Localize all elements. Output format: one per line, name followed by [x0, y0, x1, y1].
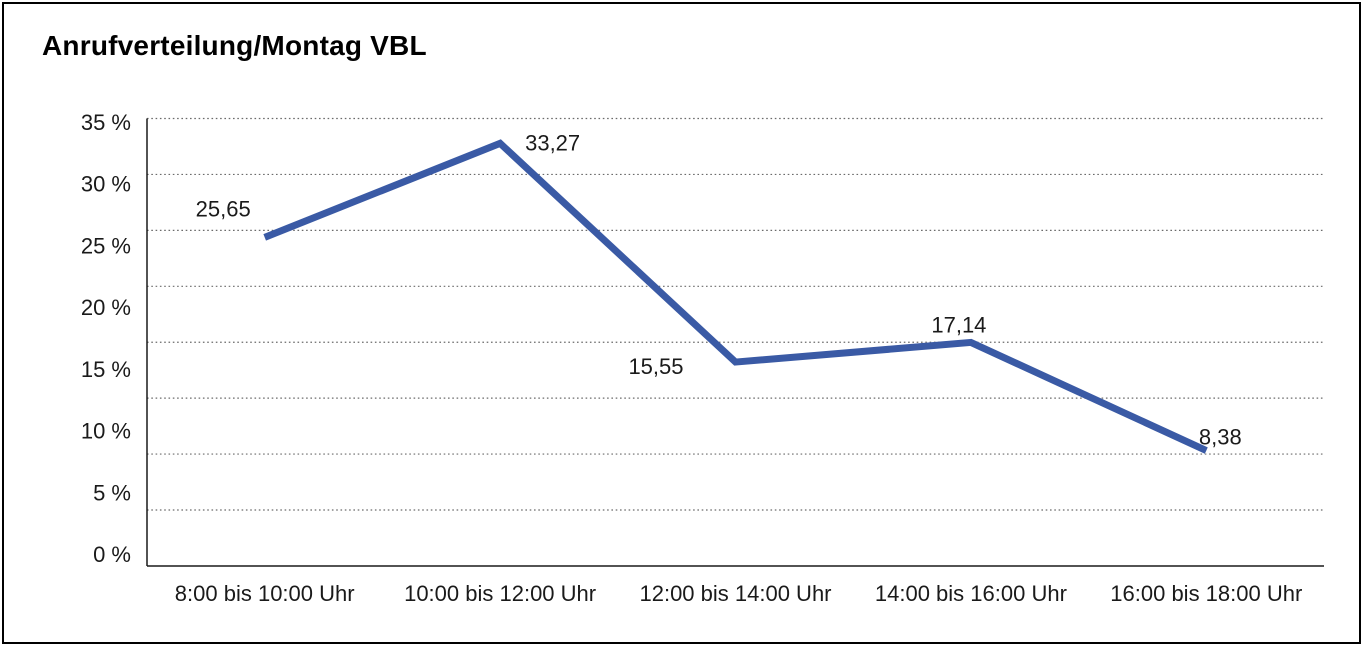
data-point-label: 17,14 [931, 312, 986, 337]
y-axis-tick-label: 35 % [81, 110, 131, 135]
x-axis-tick-label: 10:00 bis 12:00 Uhr [404, 581, 596, 606]
y-axis-tick-label: 20 % [81, 295, 131, 320]
y-axis-tick-label: 25 % [81, 233, 131, 258]
x-axis-tick-label: 8:00 bis 10:00 Uhr [175, 581, 355, 606]
y-axis-tick-label: 5 % [93, 480, 131, 505]
x-axis-tick-label: 12:00 bis 14:00 Uhr [639, 581, 831, 606]
data-point-label: 8,38 [1199, 425, 1242, 450]
data-point-label: 25,65 [196, 196, 251, 221]
y-axis-tick-label: 10 % [81, 419, 131, 444]
y-axis-tick-label: 15 % [81, 357, 131, 382]
series-line [263, 139, 1208, 454]
y-axis-tick-label: 0 % [93, 542, 131, 567]
chart-title: Anrufverteilung/Montag VBL [42, 30, 427, 61]
data-point-label: 15,55 [628, 354, 683, 379]
x-axis-tick-label: 16:00 bis 18:00 Uhr [1110, 581, 1302, 606]
x-axis-tick-label: 14:00 bis 16:00 Uhr [875, 581, 1067, 606]
data-point-label: 33,27 [525, 130, 580, 155]
y-axis-tick-label: 30 % [81, 172, 131, 197]
